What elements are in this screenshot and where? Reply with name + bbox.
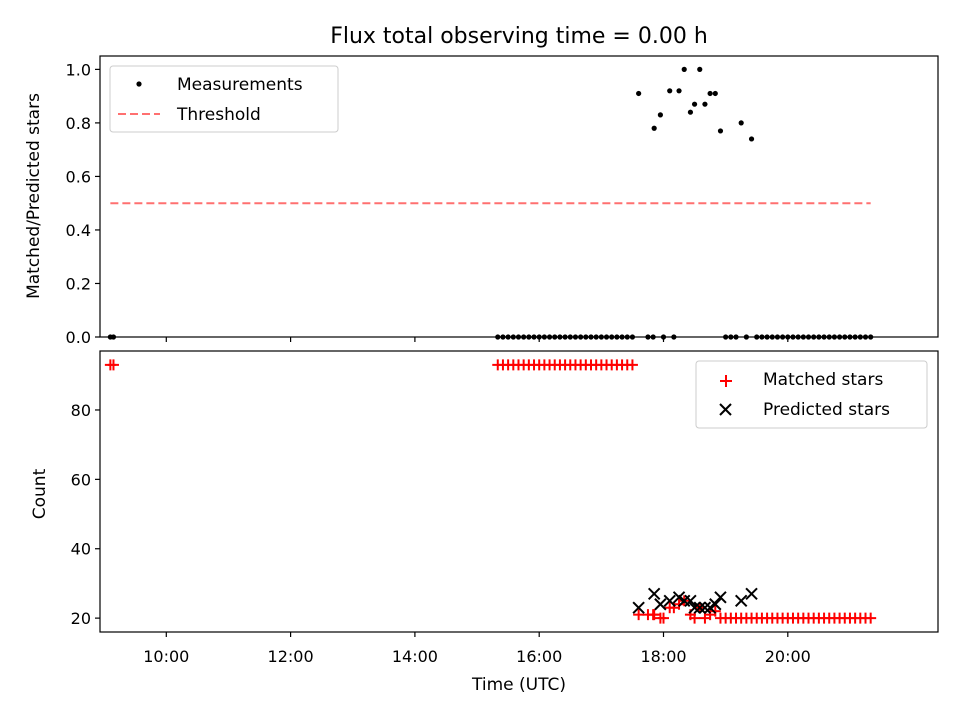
y-tick-label: 0.8 bbox=[66, 114, 91, 133]
bottom-legend-box bbox=[695, 360, 928, 429]
measurement-point bbox=[636, 90, 642, 97]
measurement-point bbox=[738, 120, 744, 126]
matched-stars-point bbox=[633, 609, 645, 621]
predicted-stars-point bbox=[693, 601, 706, 614]
predicted-stars-point bbox=[709, 598, 722, 611]
matched-stars-point bbox=[865, 612, 877, 624]
x-tick-label: 20:00 bbox=[765, 647, 811, 666]
x-axis-label: Time (UTC) bbox=[471, 675, 566, 695]
predicted-stars-point bbox=[734, 594, 748, 607]
y-tick-label: 0.0 bbox=[66, 328, 91, 347]
measurement-point bbox=[667, 88, 673, 94]
bottom-y-axis-label: Count bbox=[30, 468, 50, 519]
measurement-point bbox=[676, 88, 682, 94]
top-legend-box bbox=[109, 65, 339, 133]
measurement-point bbox=[697, 66, 703, 72]
x-tick-label: 16:00 bbox=[516, 647, 562, 666]
bottom-panel-frame bbox=[99, 350, 939, 633]
x-tick-label: 12:00 bbox=[268, 647, 314, 666]
measurement-point bbox=[702, 101, 708, 107]
top-panel-frame bbox=[99, 55, 939, 338]
y-tick-label: 1.0 bbox=[66, 60, 91, 79]
predicted-stars-point bbox=[714, 591, 727, 604]
predicted-stars-point bbox=[745, 587, 758, 601]
predicted-stars-point bbox=[698, 601, 712, 614]
bottom-panel-x-ticks: 10:00 12:00 14:00 16:00 18:00 20:00 bbox=[143, 632, 811, 666]
top-panel-y-ticks: 0.0 0.2 0.4 0.6 0.8 1.0 bbox=[66, 60, 100, 347]
measurement-point bbox=[748, 136, 755, 142]
predicted-stars-point bbox=[632, 601, 645, 614]
predicted-stars-point bbox=[684, 594, 697, 607]
matched-stars-point bbox=[107, 359, 119, 371]
x-tick-label: 14:00 bbox=[392, 647, 438, 666]
matched-stars-point bbox=[658, 612, 670, 624]
measurement-point bbox=[681, 66, 687, 72]
measurement-point bbox=[707, 90, 713, 97]
predicted-stars-point bbox=[654, 598, 667, 611]
legend-matched-label: Matched stars bbox=[763, 370, 883, 390]
y-tick-label: 0.2 bbox=[66, 274, 91, 293]
predicted-stars-point bbox=[647, 587, 661, 601]
top-y-axis-label: Matched/Predicted stars bbox=[24, 93, 44, 299]
y-tick-label: 60 bbox=[71, 470, 91, 489]
bottom-panel-marks bbox=[104, 359, 877, 624]
x-tick-label: 18:00 bbox=[640, 647, 686, 666]
matched-stars-point bbox=[709, 605, 721, 617]
legend-threshold-label: Threshold bbox=[176, 105, 261, 125]
matched-stars-point bbox=[626, 359, 638, 371]
chart-title: Flux total observing time = 0.00 h bbox=[330, 24, 708, 49]
bottom-panel-y-ticks: 20 40 60 80 bbox=[71, 401, 100, 628]
legend-measurements-label: Measurements bbox=[177, 75, 303, 95]
y-tick-label: 0.6 bbox=[66, 167, 91, 186]
legend-matched-marker bbox=[720, 375, 732, 387]
legend-predicted-marker bbox=[719, 403, 732, 416]
legend-measurements-marker bbox=[136, 81, 142, 87]
matched-stars-point bbox=[648, 609, 660, 621]
predicted-stars-point bbox=[663, 594, 676, 607]
measurement-point bbox=[691, 101, 698, 107]
measurement-point bbox=[687, 109, 694, 115]
y-tick-label: 40 bbox=[71, 540, 91, 559]
top-legend: Measurements Threshold bbox=[109, 65, 339, 133]
top-panel: 0.0 0.2 0.4 0.6 0.8 1.0 Matched/Predicted sta… bbox=[24, 55, 939, 347]
measurement-point bbox=[717, 128, 724, 134]
matched-stars-point bbox=[689, 612, 701, 624]
predicted-stars-point bbox=[688, 601, 701, 614]
legend-predicted-label: Predicted stars bbox=[763, 400, 890, 420]
bottom-legend: Matched stars Predicted stars bbox=[695, 360, 928, 429]
x-tick-label: 10:00 bbox=[143, 647, 189, 666]
y-tick-label: 80 bbox=[71, 401, 91, 420]
y-tick-label: 20 bbox=[71, 609, 91, 628]
top-panel-marks bbox=[107, 66, 874, 340]
measurement-point bbox=[657, 112, 663, 118]
y-tick-label: 0.4 bbox=[66, 221, 91, 240]
top-panel-x-ticks bbox=[165, 337, 789, 342]
measurement-point bbox=[651, 125, 657, 131]
measurement-point bbox=[712, 90, 718, 97]
